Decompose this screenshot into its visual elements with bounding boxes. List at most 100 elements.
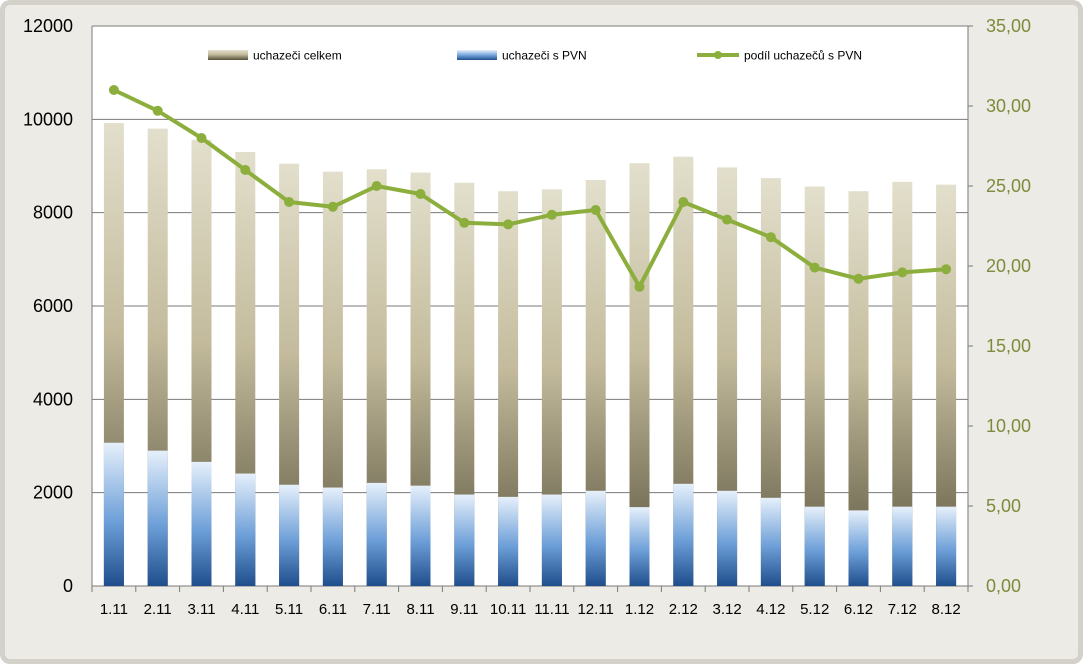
bar-total [804,186,825,587]
line-point [240,165,251,175]
y-tick-label-left: 4000 [33,389,73,409]
y-axis-left: 0 2000 4000 6000 8000 10000 12000 [23,16,73,596]
bar-pvn [541,494,562,586]
bar-total [936,184,957,586]
legend-marker [714,51,722,59]
bar-pvn [147,450,168,586]
line-point [196,133,207,143]
y-tick-label-left: 12000 [23,16,73,36]
x-tick-label: 2.11 [144,601,172,618]
line-point [678,197,689,207]
y-tick-label-left: 2000 [33,483,73,503]
line-point [765,232,776,243]
bar-total [541,189,562,587]
y-axis-right: 0,00 5,00 10,00 15,00 20,00 25,00 30,00 35,00 [968,16,1031,596]
line-point [853,273,864,284]
y-tick-label-right: 10,00 [986,416,1031,436]
x-tick-label: 1.11 [100,601,128,618]
legend-label-share: podíl uchazečů s PVN [744,49,862,63]
bar-total [760,178,781,586]
x-tick-label: 10.11 [490,601,526,618]
bar-total [322,171,343,586]
y-tick-label-left: 0 [63,576,73,596]
x-tick-label: 4.12 [756,601,785,618]
bar-pvn [191,461,212,586]
y-tick-label-right: 30,00 [986,96,1031,116]
bars-uchazeci-s-pvn [103,442,957,586]
bar-total [366,169,387,586]
line-point [634,281,645,292]
x-tick-label: 5.12 [800,601,829,618]
y-tick-label-right: 15,00 [986,336,1031,356]
x-tick-label: 7.11 [363,601,391,618]
line-podil-uchazecu [108,85,952,292]
bar-pvn [760,497,781,586]
line-point [327,201,338,212]
bar-pvn [717,490,738,586]
legend-item-pvn: uchazeči s PVN [457,49,587,63]
bar-pvn [892,506,913,586]
bar-pvn [848,510,869,586]
bar-pvn [410,485,431,586]
legend-item-share: podíl uchazečů s PVN [697,49,862,63]
bar-pvn [322,487,343,586]
x-tick-label: 5.11 [275,601,303,618]
y-tick-label-right: 20,00 [986,256,1031,276]
line-point [152,105,163,116]
y-tick-label-left: 6000 [33,296,73,316]
line-point [722,214,733,225]
line-point [503,219,514,230]
y-tick-label-left: 10000 [23,109,73,129]
x-tick-label: 8.12 [931,601,960,618]
x-tick-label: 12.11 [577,601,613,618]
x-tick-label: 6.11 [319,601,347,618]
x-tick-label: 4.11 [231,601,259,618]
bar-total [673,156,694,586]
bar-pvn [936,506,957,586]
x-tick-label: 1.12 [625,601,654,618]
bar-pvn [498,496,519,586]
legend-label-pvn: uchazeči s PVN [502,49,587,63]
bar-pvn [585,490,606,586]
legend-item-total: uchazeči celkem [208,49,342,63]
x-tick-label: 9.11 [450,601,478,618]
x-tick-label: 3.12 [712,601,741,618]
y-tick-label-right: 5,00 [986,496,1021,516]
x-tick-label: 8.11 [406,601,434,618]
bar-pvn [235,473,256,586]
line-point [546,209,557,220]
line-point [459,217,470,228]
legend-label-total: uchazeči celkem [253,49,342,63]
bar-pvn [454,494,475,586]
x-axis: 1.11 2.11 3.11 4.11 5.11 6.11 7.11 8.11 9.11 10.1… [91,586,969,618]
y-tick-label-right: 35,00 [986,16,1031,36]
bar-total [585,180,606,586]
bar-pvn [629,507,650,586]
bar-pvn [673,483,694,586]
bar-total [717,167,738,586]
bar-pvn [279,484,300,586]
bar-pvn [366,482,387,586]
line-point [897,267,908,278]
x-tick-label: 6.12 [844,601,873,618]
legend-swatch-pvn [457,50,497,60]
line-point [941,264,952,275]
x-tick-label: 3.11 [187,601,215,618]
line-path [111,88,949,289]
bar-total [454,182,475,587]
bars-uchazeci-celkem [103,123,957,587]
legend-swatch-total [208,50,248,60]
line-point [371,181,382,191]
x-tick-label: 7.12 [888,601,917,618]
bar-total [848,191,869,586]
x-tick-label: 11.11 [534,601,569,618]
line-point [108,85,119,95]
y-tick-label-right: 25,00 [986,176,1031,196]
bar-total [279,163,300,586]
y-tick-label-left: 8000 [33,203,73,223]
bar-pvn [103,442,124,586]
line-point [809,262,820,273]
bar-total [629,163,650,586]
